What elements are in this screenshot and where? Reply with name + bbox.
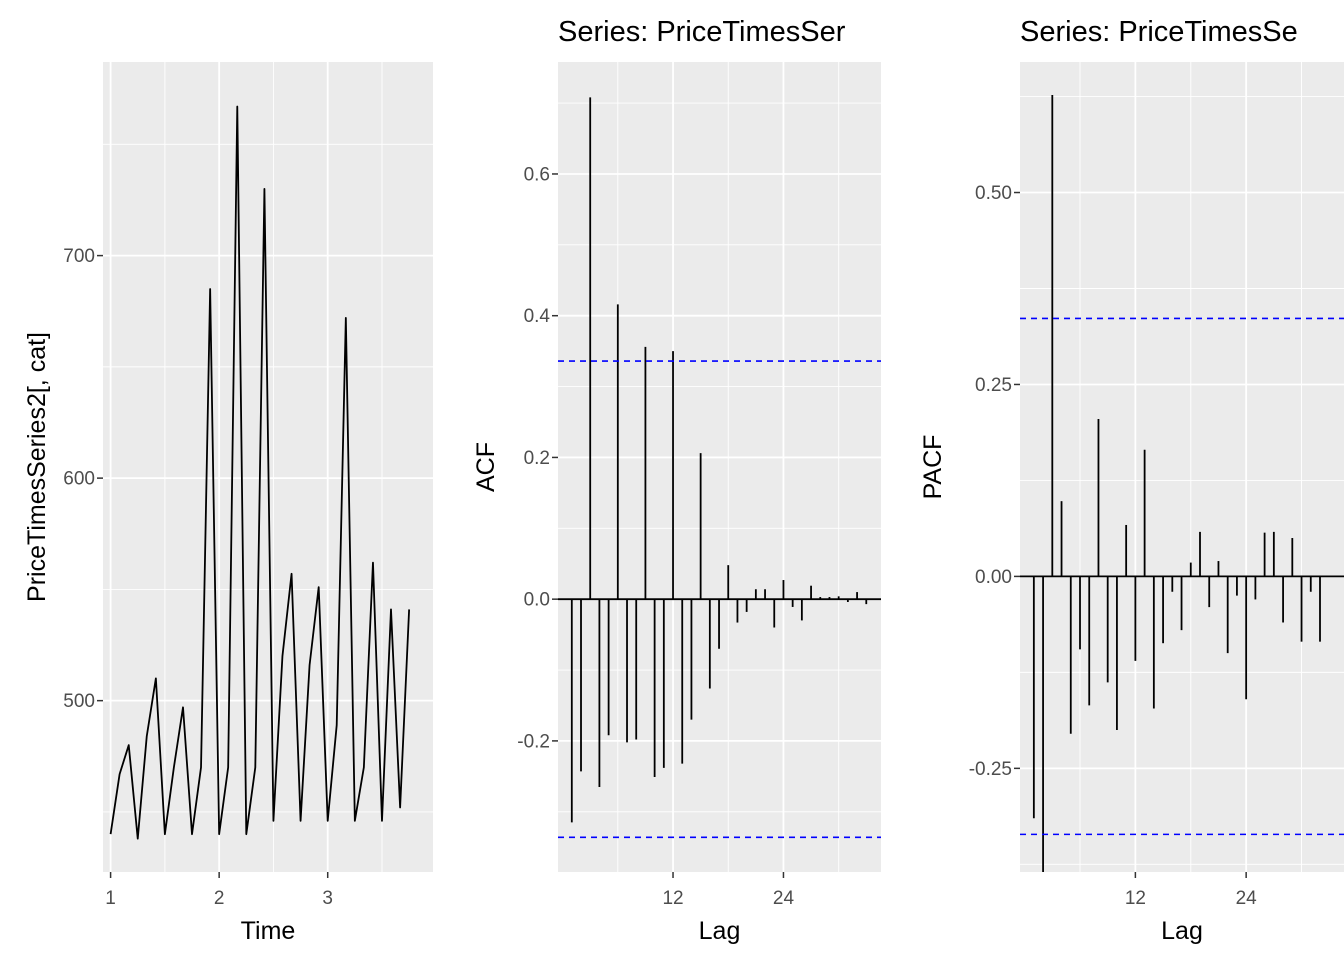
- chart-2-x-tick-label: 12: [1125, 888, 1146, 909]
- chart-0-y-tick-label: 600: [63, 469, 95, 490]
- chart-1-title: Series: PriceTimesSer: [558, 16, 846, 48]
- chart-1-axes: -0.2 0.0 0.2 0.4 0.6 12 24: [517, 164, 794, 909]
- chart-0-y-tick-label: 500: [63, 691, 95, 712]
- chart-2-title: Series: PriceTimesSe: [1020, 16, 1298, 48]
- chart-0-x-axis-title: Time: [241, 917, 296, 945]
- chart-1-x-tick-label: 24: [773, 888, 795, 909]
- chart-1-y-tick-label: 0.4: [524, 306, 551, 327]
- chart-0-x-tick-label: 3: [322, 888, 333, 909]
- chart-2-plot-background: [1020, 62, 1344, 872]
- chart-1-y-tick-label: 0.2: [524, 448, 550, 469]
- chart-1-y-tick-label: 0.6: [524, 164, 550, 185]
- chart-1-marks: [558, 97, 881, 839]
- chart-2-x-tick-label: 24: [1236, 888, 1258, 909]
- chart-1-plot-background: [558, 62, 881, 872]
- chart-0-y-axis-title: PriceTimesSeries2[, cat]: [23, 332, 51, 602]
- chart-0-marks: [109, 105, 411, 840]
- chart-0-x-tick-label: 2: [214, 888, 225, 909]
- chart-2-y-tick-label: 0.00: [975, 567, 1012, 588]
- chart-2-y-tick-label: 0.50: [975, 183, 1012, 204]
- chart-2-y-axis-title: PACF: [919, 435, 947, 500]
- chart-0-y-tick-label: 700: [63, 246, 95, 267]
- chart-2-marks: [1020, 95, 1344, 872]
- chart-1-y-tick-label: -0.2: [517, 731, 550, 752]
- chart-2-y-tick-label: -0.25: [969, 759, 1012, 780]
- chart-1-x-tick-label: 12: [662, 888, 683, 909]
- chart-0-x-tick-label: 1: [105, 888, 116, 909]
- time-series-panel: 500 600 700 1 2 3 Time PriceTimesSeries2[, cat]: [23, 62, 433, 945]
- chart-2-y-tick-label: 0.25: [975, 375, 1012, 396]
- chart-0-series-line: [109, 105, 411, 840]
- chart-0-axes: 500 600 700 1 2 3: [63, 246, 333, 909]
- chart-1-x-axis-title: Lag: [699, 917, 741, 945]
- chart-1-y-tick-label: 0.0: [524, 590, 550, 611]
- chart-2-axes: -0.25 0.00 0.25 0.50 12 24: [969, 183, 1257, 909]
- acf-panel: -0.2 0.0 0.2 0.4 0.6 12 24 Lag ACF Series: PriceT…: [472, 16, 881, 945]
- chart-1-y-axis-title: ACF: [472, 442, 500, 492]
- chart-2-x-axis-title: Lag: [1161, 917, 1203, 945]
- pacf-panel: -0.25 0.00 0.25 0.50 12 24 Lag PACF Series: Pric…: [919, 16, 1344, 945]
